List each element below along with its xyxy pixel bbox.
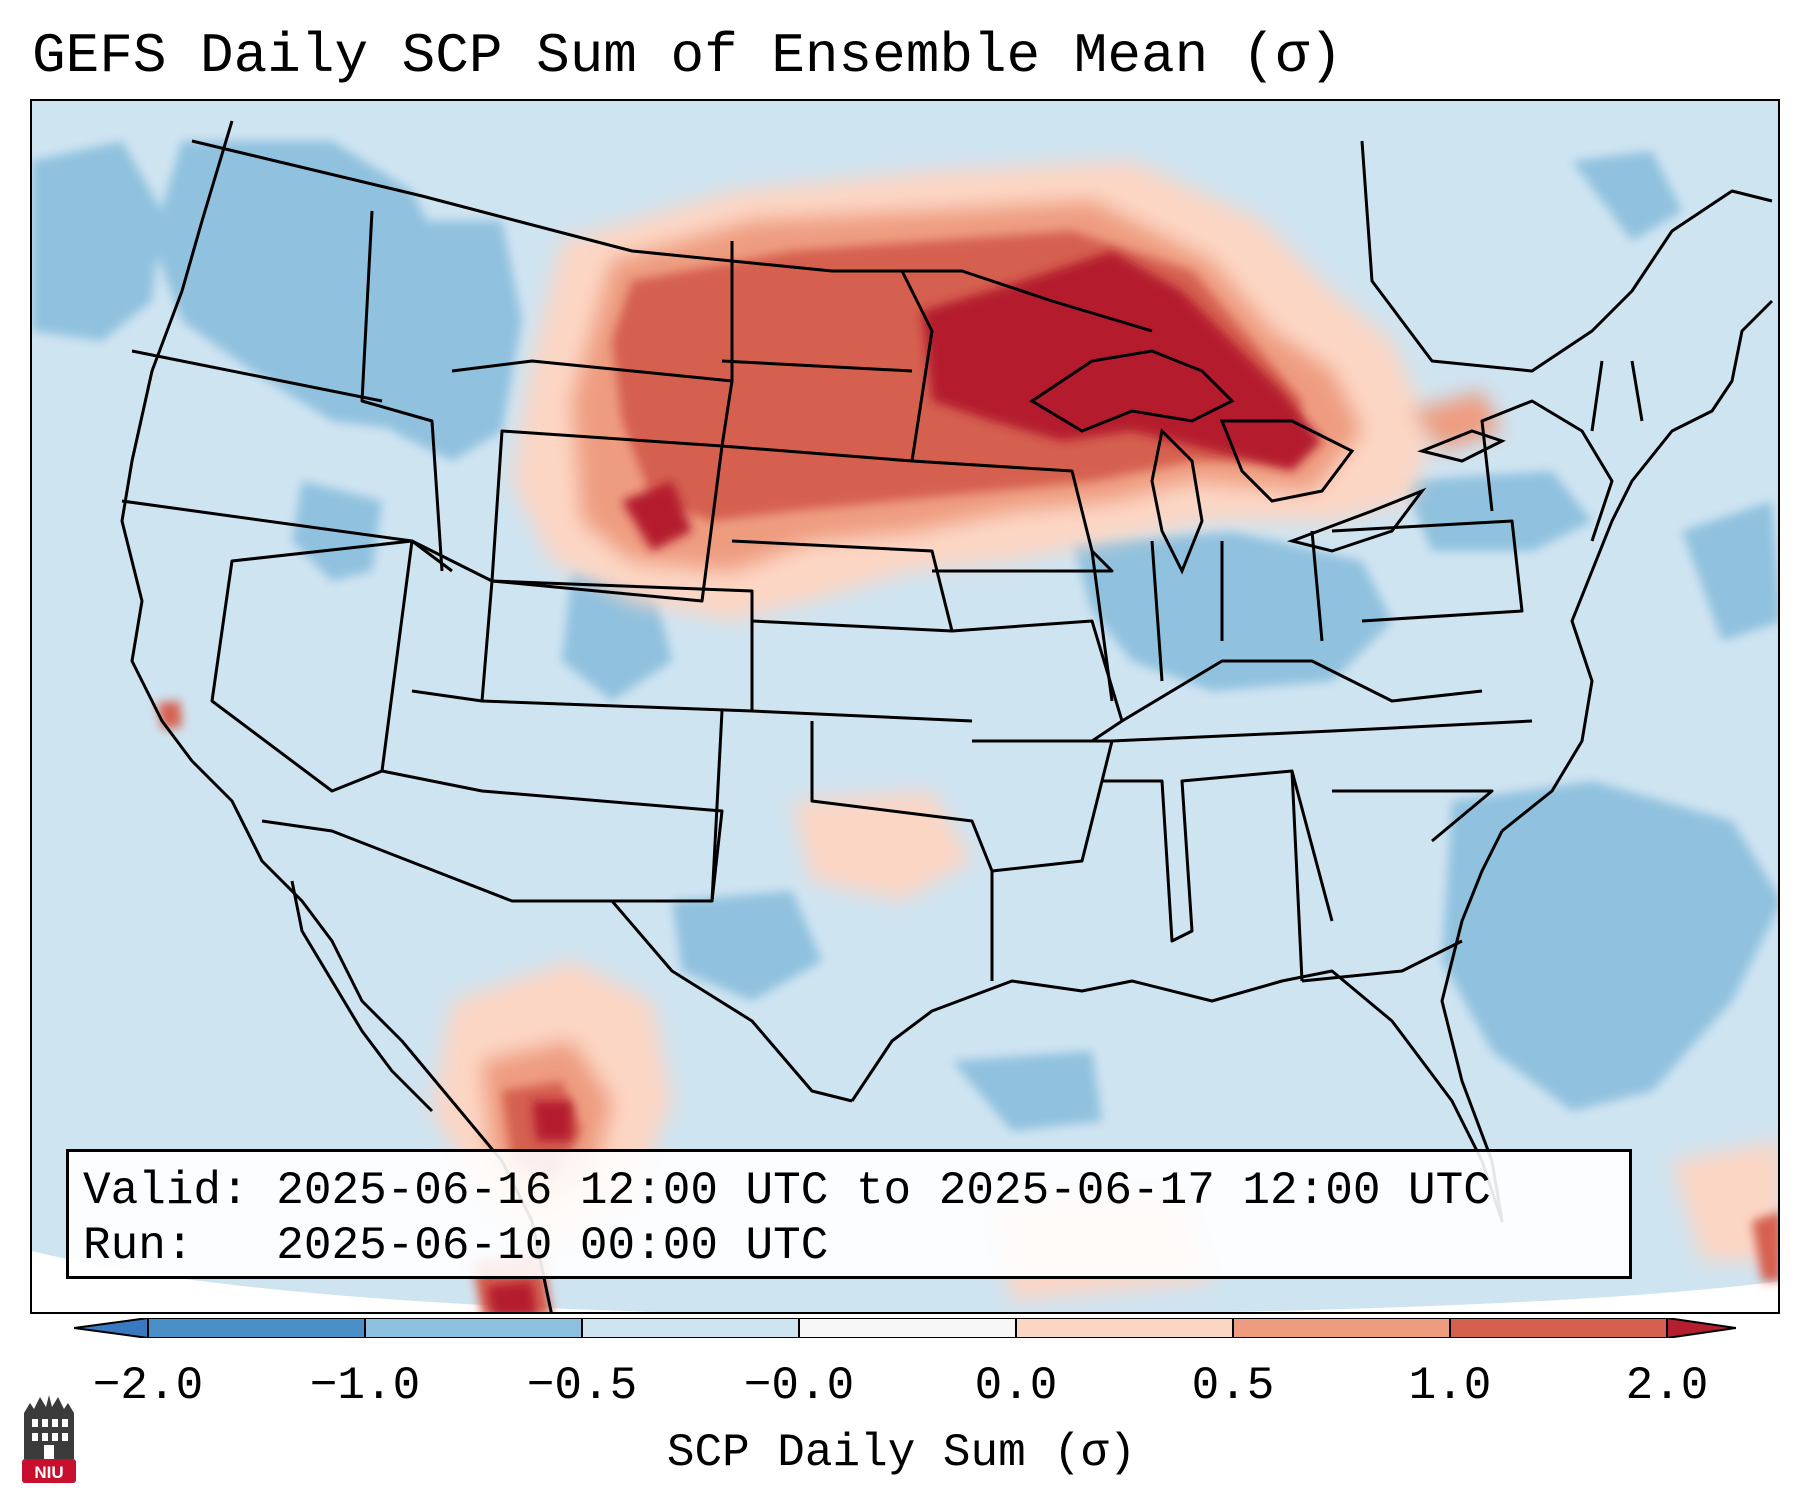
- valid-label: Valid:: [83, 1165, 249, 1217]
- colorado-box: [481, 579, 754, 713]
- texas-patches: [672, 891, 822, 1001]
- northeast-offshore-patches: [1572, 151, 1682, 241]
- colorbar-tick-label: −0.0: [743, 1360, 855, 1412]
- oklahoma-texas: [810, 721, 994, 872]
- lake-huron: [1219, 419, 1355, 503]
- georgia-florida: [1290, 770, 1463, 983]
- us-canada-border: [191, 139, 1153, 333]
- wyoming-box: [490, 429, 724, 603]
- nevada-box: [210, 539, 414, 793]
- colorbar: [74, 1318, 1736, 1338]
- coastline-baja: [290, 880, 434, 1113]
- gulf-patches: [952, 1051, 1102, 1131]
- nd-sd-split: [721, 359, 913, 373]
- positive-anomaly-high: [487, 251, 1322, 1312]
- colorbar-tick-label: −0.5: [526, 1360, 638, 1412]
- dakotas: [720, 241, 934, 463]
- colorbar-tick-label: 2.0: [1625, 1360, 1709, 1412]
- run-value: 2025-06-10 00:00 UTC: [276, 1220, 829, 1272]
- colorbar-bin-4: [1016, 1318, 1233, 1338]
- arkansas-box: [972, 739, 1114, 873]
- tennessee: [1111, 729, 1333, 743]
- chart-title: GEFS Daily SCP Sum of Ensemble Mean (σ): [32, 24, 1343, 88]
- colorbar-ticks: [147, 1318, 1668, 1338]
- nebraska-kansas: [731, 539, 954, 633]
- caribbean-light: [1672, 1141, 1778, 1261]
- colorbar-tick-label: 0.0: [974, 1360, 1058, 1412]
- colorbar-bin-0: [148, 1318, 365, 1338]
- idaho-region: [382, 221, 522, 461]
- canada-east: [1360, 140, 1773, 373]
- washington-oregon: [131, 349, 383, 403]
- kentucky: [1121, 659, 1483, 723]
- virginia-carolinas: [1331, 719, 1533, 843]
- valid-value: 2025-06-16 12:00 UTC to 2025-06-17 12:00…: [276, 1165, 1491, 1217]
- colorbar-bin-2: [582, 1318, 799, 1338]
- utah-colorado: [411, 539, 494, 703]
- niu-logo-windows: [32, 1419, 68, 1459]
- colorbar-bin-3: [799, 1318, 1016, 1338]
- mexico-high: [532, 1101, 572, 1141]
- east-offshore-patches: [1682, 501, 1778, 641]
- illinois-indiana: [1090, 540, 1224, 702]
- coastline-west: [120, 120, 553, 1312]
- colorbar-tick-label: 1.0: [1408, 1360, 1492, 1412]
- arizona-newmexico: [381, 769, 724, 903]
- niu-logo-text: NIU: [34, 1463, 63, 1482]
- state-borders: [120, 120, 1774, 1312]
- great-lakes: [1029, 349, 1506, 575]
- kansas-oklahoma: [751, 709, 973, 723]
- caribbean-strong: [1752, 1212, 1778, 1281]
- niu-logo-banner: [22, 1459, 76, 1483]
- colorbar-bin-6: [1450, 1318, 1667, 1338]
- colorbar-extend-high: [1667, 1318, 1736, 1338]
- us-mexico-border: [261, 819, 853, 1103]
- colorbar-extend-low: [74, 1318, 148, 1338]
- southwest-light: [792, 791, 972, 901]
- lake-ontario-medium: [1412, 391, 1502, 451]
- colorbar-bin-1: [365, 1318, 582, 1338]
- colorbar-tick-label: −2.0: [92, 1360, 204, 1412]
- gulf-coast: [850, 830, 1504, 1223]
- idaho-west: [360, 210, 444, 572]
- lake-erie: [1286, 487, 1427, 553]
- negative-anomaly-layer: [32, 141, 1778, 1131]
- niu-logo: NIU: [22, 1395, 76, 1483]
- atlantic-offshore-region: [1442, 781, 1778, 1111]
- montana-wyoming: [451, 359, 733, 383]
- ohio-valley-region: [1072, 531, 1392, 691]
- colorbar-tick-label: −1.0: [309, 1360, 421, 1412]
- wyoming-high: [622, 481, 692, 551]
- niu-logo-tower: [24, 1395, 74, 1459]
- colorbar-label: SCP Daily Sum (σ): [666, 1427, 1137, 1479]
- valid-run-info-box: Valid: 2025-06-16 12:00 UTC to 2025-06-1…: [66, 1149, 1632, 1279]
- east-coast: [1501, 299, 1774, 833]
- colorbar-bin-5: [1233, 1318, 1450, 1338]
- pennsylvania-region: [1402, 471, 1592, 551]
- colorbar-tick-label: 0.5: [1191, 1360, 1275, 1412]
- lake-superior: [1029, 349, 1235, 433]
- ohio-pa: [1310, 519, 1524, 642]
- nm-texas: [710, 710, 724, 902]
- map-panel: [30, 99, 1780, 1314]
- mexico-tip-high: [487, 1281, 537, 1312]
- lake-michigan: [1150, 427, 1204, 575]
- west-offshore-region: [32, 141, 162, 341]
- lake-ontario: [1417, 429, 1506, 463]
- run-label: Run:: [83, 1220, 194, 1272]
- map-canvas: [32, 101, 1778, 1312]
